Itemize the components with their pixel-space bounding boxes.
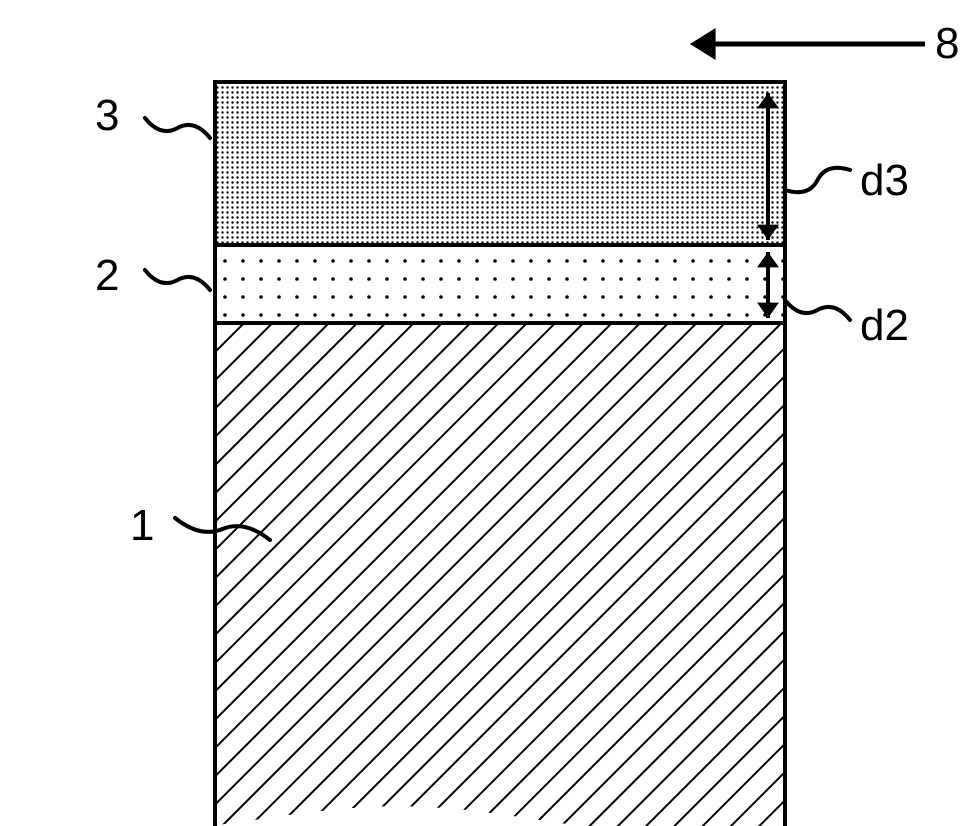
leader-d2 — [785, 300, 850, 320]
label-d3: d3 — [860, 156, 909, 205]
leader-d3 — [785, 168, 850, 192]
label-3: 3 — [95, 91, 119, 140]
leader-3 — [145, 118, 210, 138]
label-1: 1 — [130, 501, 154, 550]
leader-2 — [145, 270, 210, 290]
label-d2: d2 — [860, 301, 909, 350]
label-2: 2 — [95, 251, 119, 300]
label-8: 8 — [935, 19, 959, 68]
arrow-8 — [690, 28, 925, 60]
substrate-layer — [215, 323, 785, 826]
mid-layer — [215, 245, 785, 323]
top-layer — [215, 82, 785, 245]
